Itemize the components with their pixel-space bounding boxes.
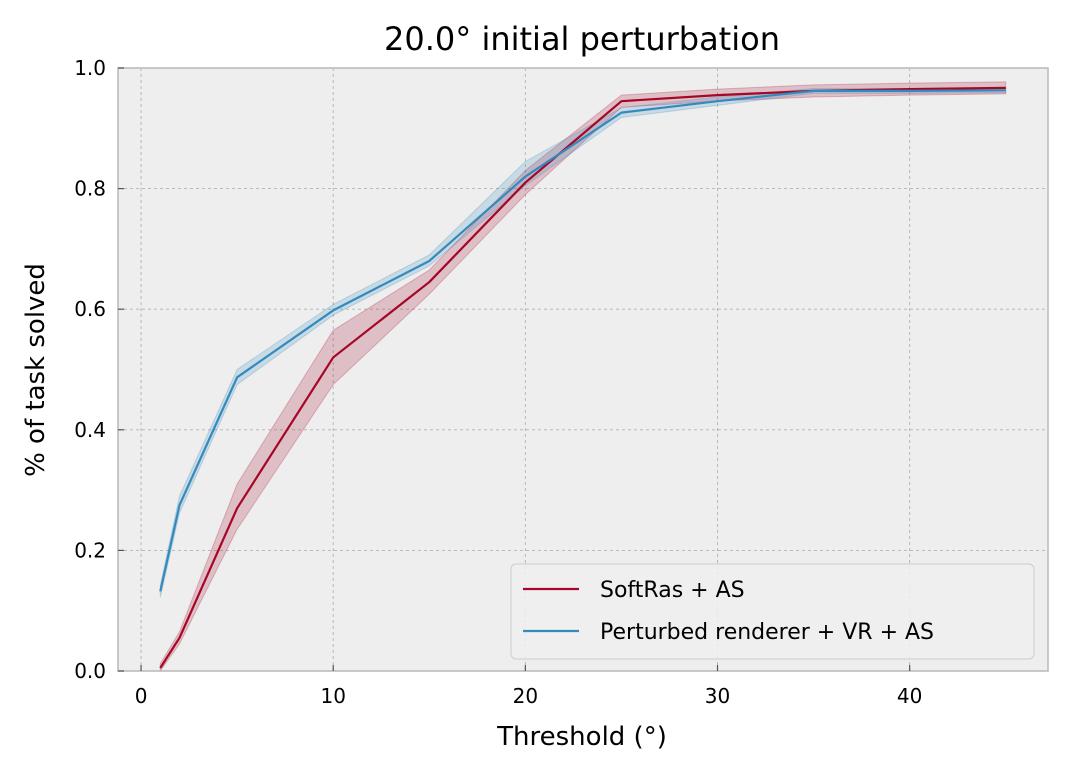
legend-box <box>510 563 1035 660</box>
confidence-band-1 <box>159 87 1007 598</box>
y-axis-label: % of task solved <box>21 263 51 477</box>
y-tick-label-0-0: 0.0 <box>74 659 106 683</box>
x-tick-label-0: 0 <box>135 684 148 708</box>
legend-label-softras: SoftRas + AS <box>600 578 745 603</box>
confidence-band-0 <box>159 81 1007 673</box>
grid <box>118 68 1048 671</box>
x-tick-label-40: 40 <box>897 684 922 708</box>
confidence-bands <box>159 81 1007 673</box>
series-line-1 <box>159 89 1006 592</box>
y-tick-label-0-8: 0.8 <box>74 177 106 201</box>
legend-label-perturbed-renderer: Perturbed renderer + VR + AS <box>600 620 934 645</box>
x-tick-label-20: 20 <box>513 684 538 708</box>
y-tick-label-0-4: 0.4 <box>74 418 106 442</box>
series-lines <box>159 86 1006 669</box>
plot-frame <box>117 67 1049 672</box>
x-tick-label-10: 10 <box>320 684 345 708</box>
axis-ticks: 0 10 20 30 40 0.0 0.2 0.4 0.6 0.8 1.0 <box>74 56 922 708</box>
y-tick-label-0-2: 0.2 <box>74 538 106 562</box>
legend: SoftRas + AS Perturbed renderer + VR + A… <box>510 563 1035 660</box>
y-tick-label-1-0: 1.0 <box>74 56 106 80</box>
y-tick-label-0-6: 0.6 <box>74 297 106 321</box>
x-axis-label: Threshold (°) <box>496 722 667 752</box>
x-tick-label-30: 30 <box>705 684 730 708</box>
chart-title: 20.0° initial perturbation <box>384 20 780 58</box>
